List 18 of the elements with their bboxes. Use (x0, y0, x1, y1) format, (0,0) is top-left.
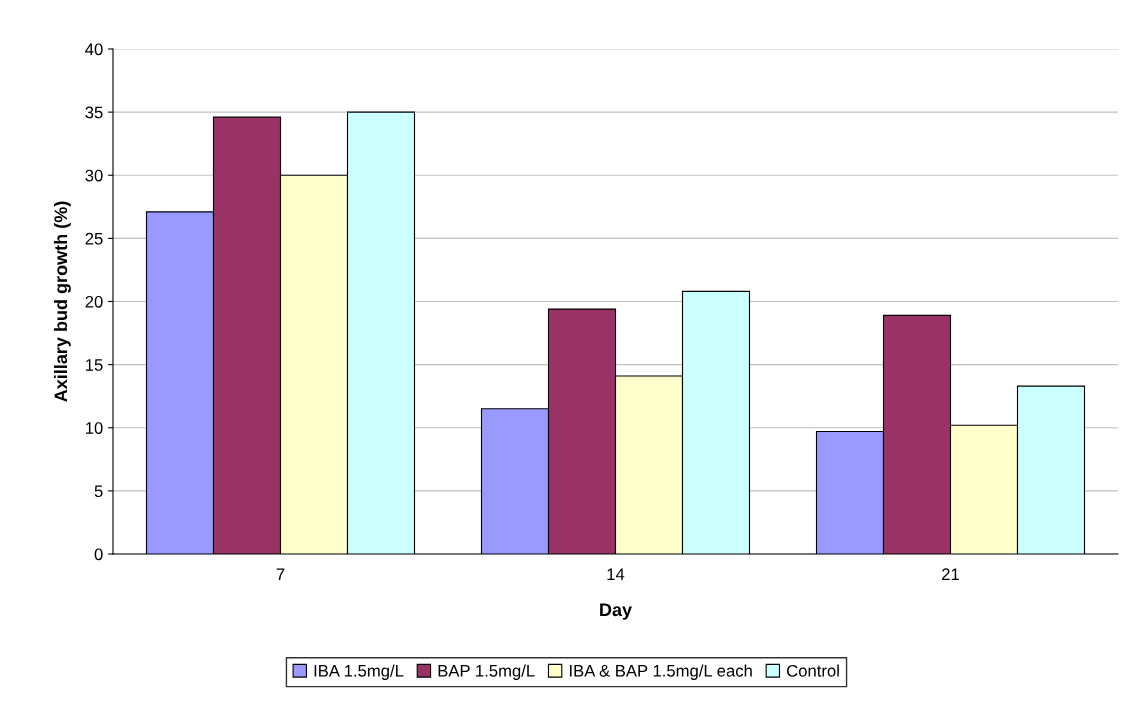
y-tick-label: 0 (94, 548, 103, 561)
y-tick-label: 5 (94, 485, 103, 498)
legend-label: Control (787, 664, 839, 677)
x-tick-label: 7 (276, 568, 285, 580)
x-tick-label: 14 (607, 568, 625, 580)
x-tick-label: 21 (942, 568, 959, 580)
y-tick-label: 35 (85, 106, 103, 119)
y-tick-label: 10 (86, 422, 103, 434)
legend-label: IBA & BAP 1.5mg/L each (570, 664, 752, 680)
y-axis-title: Axillary bud growth (%) (53, 201, 71, 402)
y-tick-label: 40 (85, 43, 103, 56)
y-tick-label: 25 (85, 232, 103, 245)
legend-label: BAP 1.5mg/L (438, 664, 535, 680)
legend-label: IBA 1.5mg/L (314, 664, 404, 680)
y-tick-label: 15 (86, 359, 103, 371)
y-tick-label: 30 (85, 169, 103, 182)
y-tick-label: 20 (85, 295, 103, 308)
x-axis-title: Day (600, 603, 632, 620)
